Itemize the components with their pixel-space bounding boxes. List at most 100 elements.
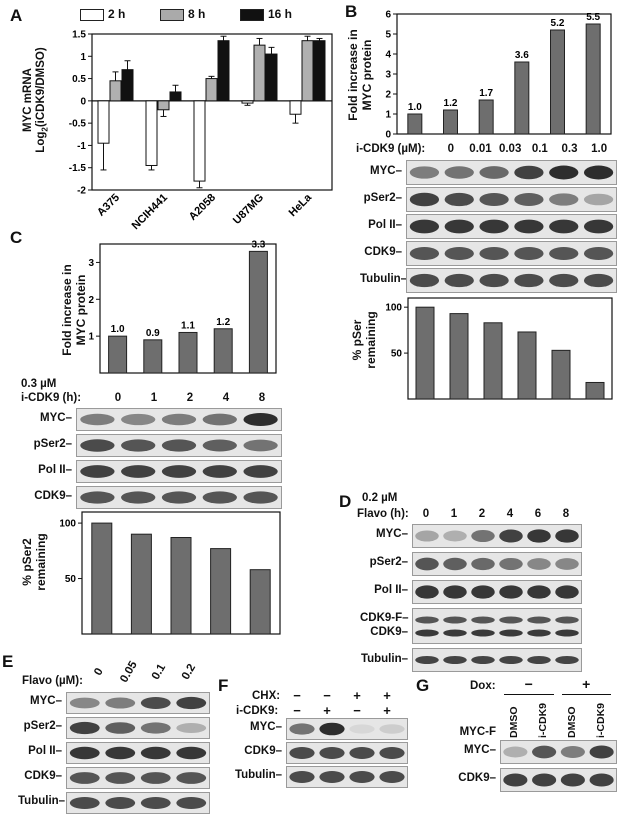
panel-b-row-label: pSer2– xyxy=(363,191,402,204)
legend-label-8h: 8 h xyxy=(188,7,206,21)
panel-d-band xyxy=(415,557,439,571)
panel-e-row-label: MYC– xyxy=(30,695,62,707)
panel-d-band xyxy=(443,585,467,599)
panel-c-band xyxy=(202,491,237,504)
panel-e-band xyxy=(176,797,207,809)
panel-e-band xyxy=(176,696,207,710)
panel-e-treat: Flavo (µM): xyxy=(22,675,83,687)
panel-f-row-label: MYC– xyxy=(250,721,282,733)
panel-b-bar xyxy=(514,61,530,135)
panel-c-row-label: CDK9– xyxy=(34,489,72,502)
panel-a-ylabel-ratio: (iCDK9/DMSO) xyxy=(35,47,47,128)
panel-a-bar xyxy=(157,100,170,111)
panel-d-time-label: 8 xyxy=(562,508,570,520)
panel-d-band xyxy=(415,530,439,542)
panel-c-band xyxy=(202,439,237,452)
panel-b-band xyxy=(479,246,509,261)
panel-c-band xyxy=(80,439,115,452)
panel-b-band xyxy=(479,219,509,234)
panel-e-band xyxy=(69,797,100,809)
panel-c-band xyxy=(202,413,237,426)
panel-g-band xyxy=(532,745,557,759)
panel-f-band xyxy=(319,771,345,783)
panel-g-dox-sign: − xyxy=(524,676,533,692)
panel-b-conc-label-item: 0 xyxy=(447,143,455,155)
panel-label-b: B xyxy=(345,2,358,21)
panel-c-band xyxy=(121,465,156,478)
panel-b-pser-bar xyxy=(483,322,503,400)
panel-b-ylabel2-line1: % pSer xyxy=(350,319,364,361)
panel-g-blot-strip xyxy=(500,740,617,764)
panel-b-band xyxy=(549,246,579,261)
panel-b-pser-ytick-label: 50 xyxy=(391,349,403,360)
panel-b-conc-label-item: 0.3 xyxy=(561,143,578,155)
panel-g-band xyxy=(560,746,585,758)
panel-c-pser2-chart: 100 50 xyxy=(59,511,281,635)
panel-g-lane-label: i-CDK9 xyxy=(594,702,607,738)
panel-d-band xyxy=(527,629,551,637)
panel-c-bar xyxy=(178,331,198,374)
panel-b-row-label: Tubulin– xyxy=(360,272,408,285)
panel-c-band xyxy=(161,465,197,478)
panel-b-data-label: 1.7 xyxy=(479,88,493,99)
panel-c-pser2-ytick-label: 50 xyxy=(65,574,77,585)
panel-e-blot-strip xyxy=(66,792,210,814)
panel-a-legend: 2 h 8 h 16 h xyxy=(80,6,340,22)
panel-b-bar xyxy=(585,23,601,135)
panel-e-band xyxy=(105,797,136,809)
panel-a-category-label: U87MG xyxy=(231,192,266,227)
panel-a-bar xyxy=(313,40,326,102)
legend-label-16h: 16 h xyxy=(268,7,293,21)
panel-b-pser-chart: 100 50 xyxy=(385,297,613,400)
panel-c-treat-line2: i-CDK9 (h): xyxy=(21,392,82,404)
panel-d-row-label: CDK9– xyxy=(370,626,408,638)
panel-b-pser-ytick-label: 100 xyxy=(385,303,402,314)
panel-d-blots: MYC– pSer2– Pol II– CDK9-F– CDK9– Tubulin– xyxy=(360,524,582,672)
panel-d-band xyxy=(415,616,439,624)
panel-b-band xyxy=(514,165,544,180)
panel-g-band xyxy=(560,773,585,787)
panel-a-ytick-label: -2 xyxy=(77,186,86,197)
legend-label-2h: 2 h xyxy=(108,7,126,21)
panel-b-band xyxy=(549,193,579,206)
panel-f-band xyxy=(319,722,345,736)
panel-a-ytick-label: 0 xyxy=(80,96,86,107)
panel-a-ytick-label: -0.5 xyxy=(69,119,87,130)
panel-c-ytick-label: 1 xyxy=(88,332,94,343)
panel-b-pser-bar xyxy=(551,349,571,400)
panel-b-blot-strip xyxy=(406,214,617,239)
panel-f-band xyxy=(379,747,405,759)
panel-e-band xyxy=(140,797,171,809)
panel-b-data-label: 1.2 xyxy=(444,98,458,109)
panel-a-category-label: NCIH441 xyxy=(130,192,170,232)
panel-b-ylabel2-line2: remaining xyxy=(364,311,378,369)
panel-b-band xyxy=(514,246,544,261)
panel-label-a: A xyxy=(10,6,23,25)
panel-e-band xyxy=(69,772,100,784)
panel-d-time-label: 6 xyxy=(534,508,542,520)
panel-b-conc-label-item: 0.1 xyxy=(531,143,548,155)
panel-c-pser2-bar xyxy=(210,548,232,635)
panel-d-band xyxy=(415,629,439,637)
panel-d-band xyxy=(471,629,495,637)
panel-a-bar xyxy=(301,40,314,102)
panel-d-blot-strip xyxy=(412,552,582,576)
panel-g-lane-label: DMSO xyxy=(565,706,578,739)
panel-label-f: F xyxy=(218,676,229,695)
panel-a-ytick-label: -1 xyxy=(77,141,86,152)
panel-b-frame xyxy=(396,13,612,135)
panel-c-data-label: 1.1 xyxy=(181,320,195,331)
panel-e-band xyxy=(140,697,171,709)
panel-e-row-label: Tubulin– xyxy=(18,795,66,807)
panel-a-category-label: A2058 xyxy=(187,192,218,223)
panel-f-signs: − − + + − + − + xyxy=(282,688,402,720)
panel-b-band xyxy=(583,246,614,261)
panel-g-bracket xyxy=(561,694,611,695)
panel-b-row-label: MYC– xyxy=(370,164,402,177)
panel-e-row-label: pSer2– xyxy=(23,720,62,732)
panel-e-blot-strip xyxy=(66,717,210,739)
panel-g-lane-label: i-CDK9 xyxy=(537,702,550,738)
panel-b-band xyxy=(583,273,614,288)
panel-b-band xyxy=(409,219,440,234)
panel-f-band xyxy=(319,747,345,759)
